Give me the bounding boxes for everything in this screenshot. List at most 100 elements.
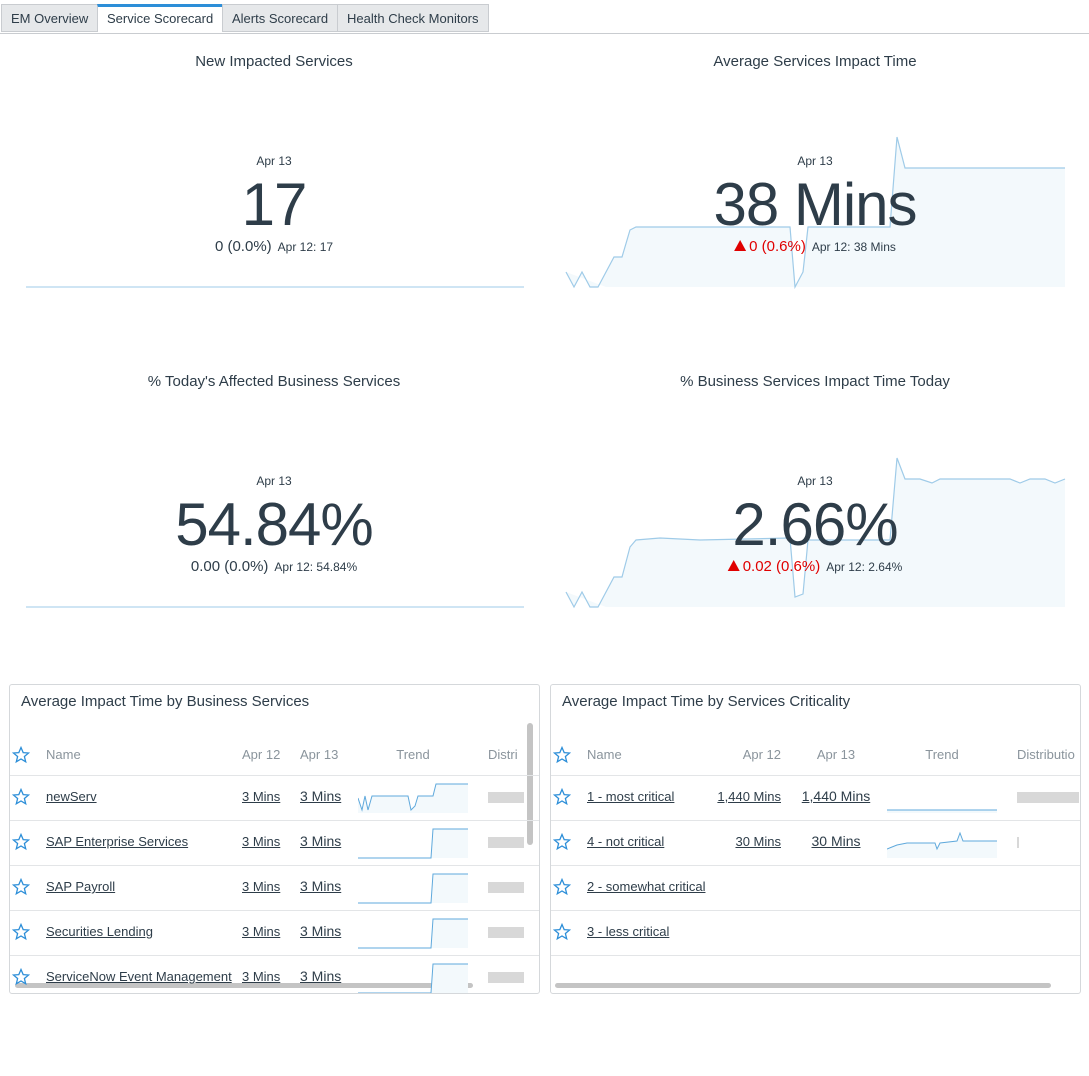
table-panel: Average Impact Time by Services Critical… [550,684,1081,994]
star-icon[interactable] [12,923,30,941]
apr12-link[interactable]: 3 Mins [242,834,281,849]
sparkline [565,457,1066,609]
distribution-bar [488,882,524,893]
row-name-link[interactable]: 1 - most critical [587,789,675,804]
card-change: 0.00 (0.0%) [190,558,269,575]
trend-sparkline [358,918,468,949]
distribution-bar [488,972,524,983]
tab-rule [0,33,1089,34]
star-icon[interactable] [553,833,571,851]
row-name-link[interactable]: 4 - not critical [587,834,665,849]
card-title: % Business Services Impact Time Today [680,373,950,390]
scrollbar[interactable] [555,983,1051,988]
table-panel: Average Impact Time by Business Services… [9,684,540,994]
row-name-link[interactable]: SAP Payroll [46,879,116,894]
apr13-link[interactable]: 3 Mins [300,788,342,804]
card-change-row: 0.00 (0.0%) Apr 12: 54.84% [191,558,357,575]
row-name-link[interactable]: SAP Enterprise Services [46,834,189,849]
up-arrow [727,560,740,571]
card-date: Apr 13 [797,154,833,168]
apr13-link[interactable]: 1,440 Mins [801,788,871,804]
card-compare: Apr 12: 54.84% [274,560,358,574]
apr12-link[interactable]: 3 Mins [242,879,281,894]
card-compare: Apr 12: 17 [277,240,334,254]
column-header: Trend [925,747,959,762]
column-header: Distributio [1017,747,1075,762]
distribution-bar [1017,837,1019,848]
card-change-row: 0 (0.0%) Apr 12: 17 [215,238,333,255]
trend-sparkline [358,873,468,904]
area [566,137,1065,287]
apr12-link[interactable]: 1,440 Mins [717,789,781,804]
tab[interactable]: EM Overview [1,4,99,32]
card-change: 0 (0.6%) [734,238,806,255]
column-header: Apr 12 [742,747,781,762]
card-change: 0.02 (0.6%) [727,558,820,575]
tab[interactable]: Health Check Monitors [337,4,489,32]
row-divider [10,955,539,956]
apr12-link[interactable]: 3 Mins [242,789,281,804]
card-compare: Apr 12: 38 Mins [811,240,896,254]
trend-sparkline [358,783,468,813]
row-name-link[interactable]: newServ [46,789,97,804]
apr13-link[interactable]: 3 Mins [300,878,342,894]
row-name-link[interactable]: 3 - less critical [587,924,670,939]
apr13-link[interactable]: 30 Mins [811,833,861,849]
column-header: Trend [396,747,430,762]
trend-sparkline [887,831,997,858]
distribution-bar [1017,792,1079,803]
star-icon[interactable] [12,968,30,986]
table-title: Average Impact Time by Services Critical… [562,693,851,710]
star-icon[interactable] [553,788,571,806]
card-title: Average Services Impact Time [713,53,917,70]
card-change-row: 0 (0.6%) Apr 12: 38 Mins [734,238,896,255]
star-icon[interactable] [12,746,30,764]
apr12-link[interactable]: 3 Mins [242,969,281,984]
card-change: 0 (0.0%) [214,238,272,255]
apr13-link[interactable]: 3 Mins [300,833,342,849]
card-compare: Apr 12: 2.64% [826,560,903,574]
column-header: Name [587,747,622,762]
star-icon[interactable] [553,923,571,941]
trend-sparkline [358,828,468,859]
area [566,458,1065,607]
row-divider [551,820,1080,821]
sparkline [565,136,1065,290]
trend-sparkline [358,963,468,993]
up-arrow [734,240,747,251]
distribution-bar [488,927,524,938]
sparklines [26,136,1066,609]
row-divider [551,775,1080,776]
row-divider [10,820,539,821]
star-icon[interactable] [12,833,30,851]
card-title: New Impacted Services [195,53,353,70]
card-value: 17 [241,171,308,238]
scrollbar[interactable] [15,983,473,988]
card-title: % Today's Affected Business Services [147,373,401,390]
card-date: Apr 13 [256,474,292,488]
star-icon[interactable] [553,746,571,764]
row-divider [551,865,1080,866]
tab[interactable]: Alerts Scorecard [222,4,339,32]
apr12-link[interactable]: 3 Mins [242,924,281,939]
row-name-link[interactable]: Securities Lending [46,924,153,939]
table-title: Average Impact Time by Business Services [21,693,310,710]
row-name-link[interactable]: ServiceNow Event Management [46,969,232,984]
tab[interactable]: Service Scorecard [97,4,224,32]
row-name-link[interactable]: 2 - somewhat critical [587,879,706,894]
star-icon[interactable] [553,878,571,896]
star-icon[interactable] [12,878,30,896]
scrollbar[interactable] [527,723,533,845]
apr13-link[interactable]: 3 Mins [300,923,342,939]
card-value: 2.66% [732,491,898,558]
trend-sparkline [887,809,997,813]
column-header: Apr 12 [242,747,281,762]
row-divider [551,955,1080,956]
distribution-bar [488,792,524,803]
star-icon[interactable] [12,788,30,806]
apr13-link[interactable]: 3 Mins [300,968,342,984]
card-value: 38 Mins [713,171,917,238]
card-value: 54.84% [175,491,373,558]
apr12-link[interactable]: 30 Mins [735,834,781,849]
